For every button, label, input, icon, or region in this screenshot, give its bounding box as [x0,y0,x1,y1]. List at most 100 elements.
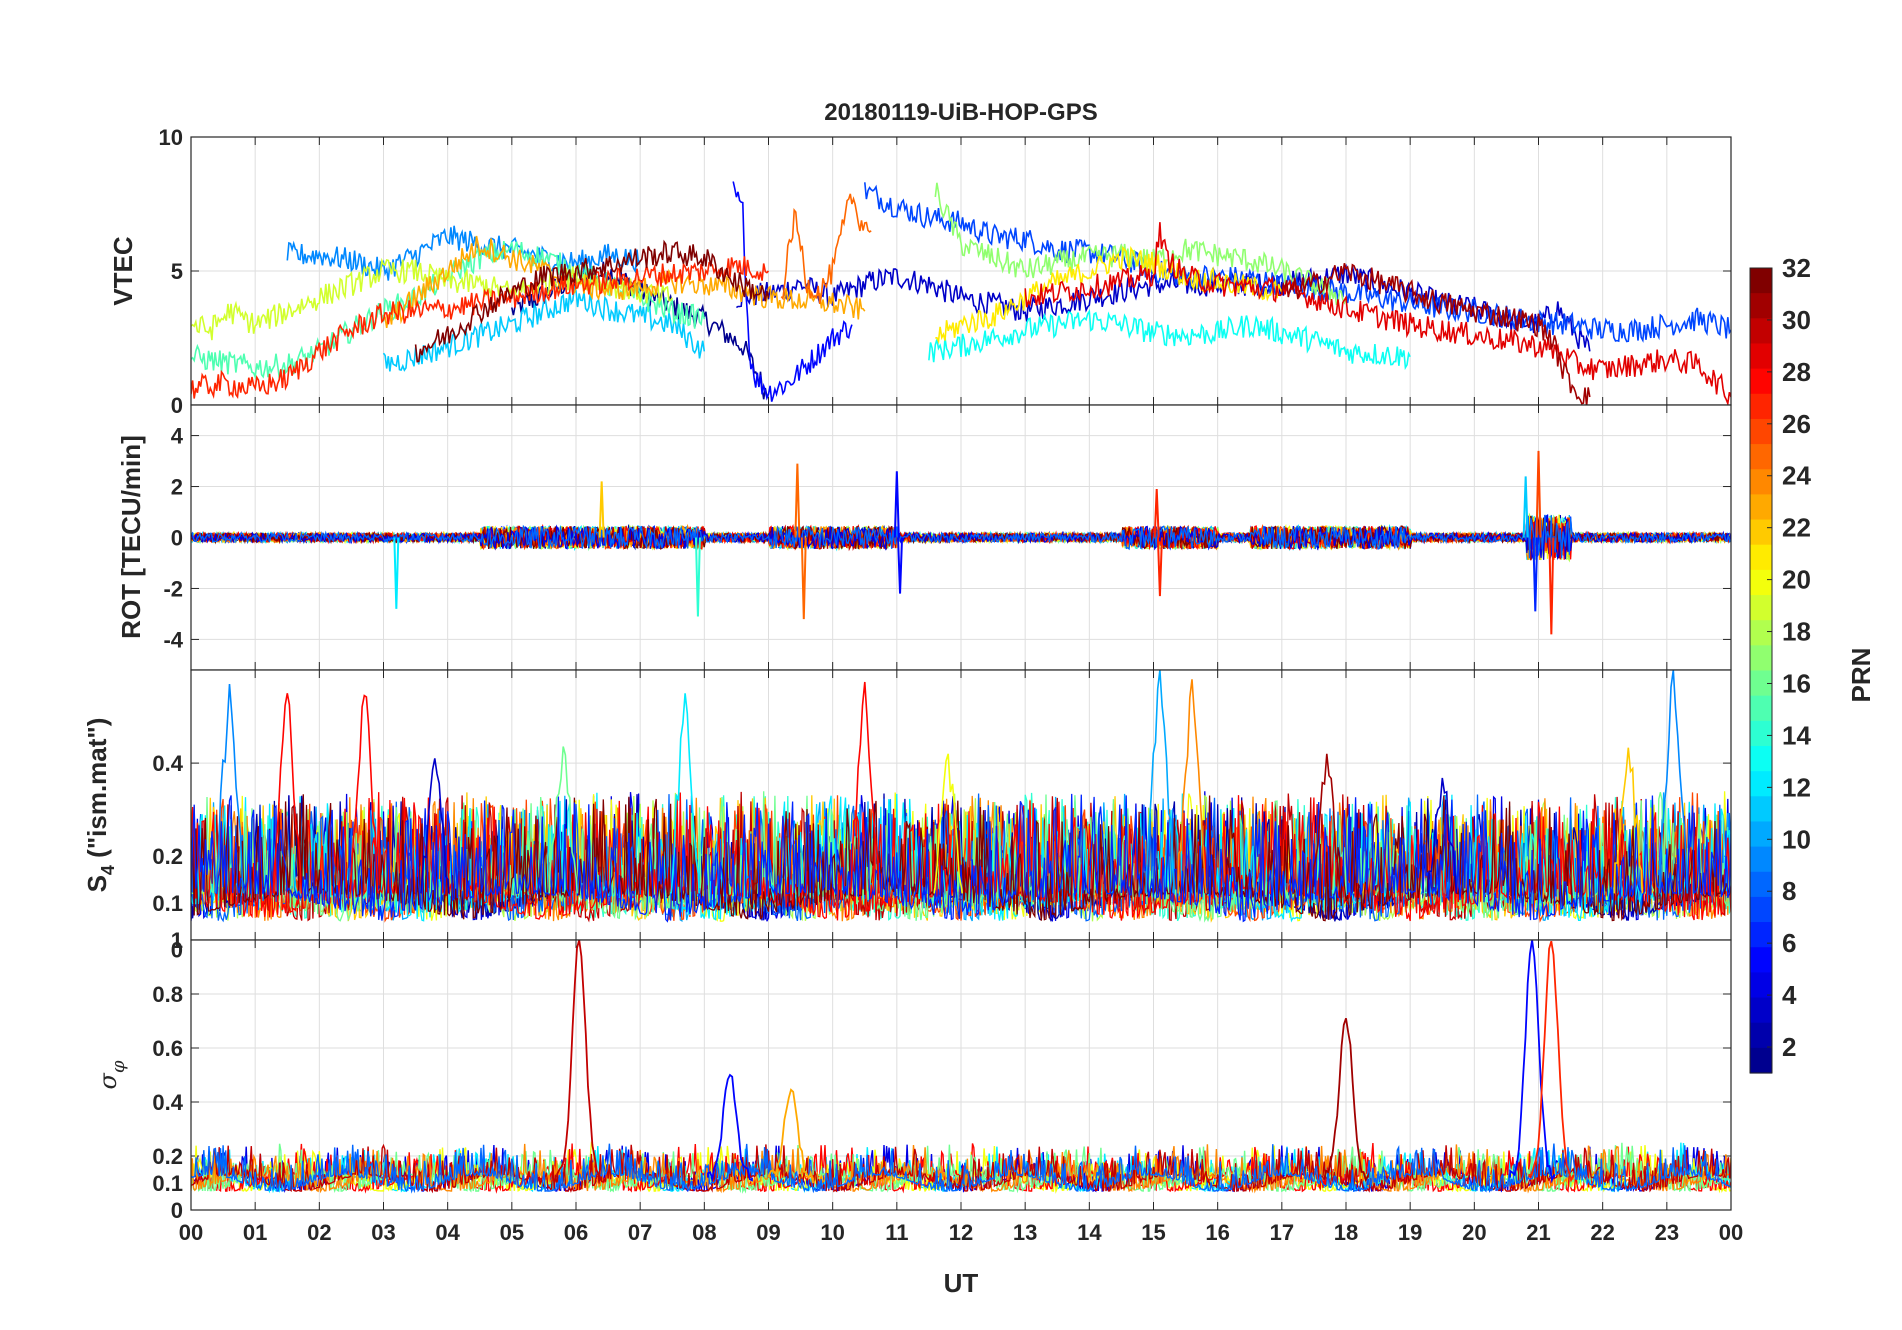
s4-y-label-main: S [82,875,112,892]
colorbar-tick-label: 2 [1782,1032,1796,1062]
colorbar-label: PRN [1846,648,1876,703]
x-tick-label: 01 [243,1220,267,1245]
colorbar-swatch [1750,670,1772,697]
colorbar-swatch [1750,645,1772,672]
rot-spike [1532,537,1539,612]
sigma-series-prn-8 [191,1143,1731,1194]
colorbar-swatch [1750,771,1772,797]
x-tick-label: 18 [1334,1220,1358,1245]
colorbar-swatch [1750,695,1772,722]
x-tick-label: 22 [1590,1220,1614,1245]
colorbar-tick-label: 28 [1782,357,1811,387]
colorbar-swatch [1750,922,1772,948]
colorbar-swatch [1750,494,1772,521]
colorbar-tick-label: 6 [1782,928,1796,958]
rot-spike [694,537,701,617]
x-tick-label: 00 [179,1220,203,1245]
colorbar-tick-label: 10 [1782,824,1811,854]
x-tick-label: 10 [820,1220,844,1245]
colorbar-swatch [1750,293,1772,319]
x-tick-label: 16 [1205,1220,1229,1245]
colorbar-tick-label: 12 [1782,772,1811,802]
s4-series-prn-32 [191,794,1731,922]
x-tick-label: 13 [1013,1220,1037,1245]
sigma_phi-y-tick-label: 0.4 [152,1090,183,1115]
colorbar-frame [1749,267,1773,1074]
x-tick-label: 19 [1398,1220,1422,1245]
s4-y-label: S4 ("ism.mat") [82,718,118,893]
colorbar-tick-label: 16 [1782,668,1811,698]
x-tick-label: 23 [1655,1220,1679,1245]
colorbar-swatch [1750,997,1772,1024]
x-axis-label: UT [944,1268,979,1298]
s4-peak [849,681,880,894]
s4-y-tick-label: 0.1 [152,891,183,916]
sigma_phi-y-tick-label: 0.8 [152,982,183,1007]
rot-y-label: ROT [TECU/min] [116,435,146,639]
rot-spike [1535,450,1542,538]
x-tick-label: 02 [307,1220,331,1245]
x-tick-label: 09 [756,1220,780,1245]
colorbar-swatch [1750,972,1772,999]
vtec-series-prn-29 [1024,222,1731,405]
rot-spike [897,537,904,594]
s4-peak [933,753,963,894]
rot-y-tick-label: 4 [171,424,184,449]
colorbar-swatch [1750,720,1772,747]
panel-rot: -4 -2 0 2 4 [163,404,1732,671]
colorbar-swatch [1750,871,1772,898]
colorbar-swatch [1750,368,1772,395]
colorbar-swatch [1750,821,1772,848]
panel-sigma_phi: 00.10.20.40.60.81 [152,928,1732,1223]
sigma_phi-y-tick-label: 0.6 [152,1036,183,1061]
sigma-peak [768,1088,814,1184]
sigma_phi-series [191,940,1731,1194]
rot-series-prn-8 [191,514,1731,560]
vtec-series-prn-27 [191,256,770,399]
vtec-series-prn-1 [511,261,769,400]
x-tick-label: 14 [1077,1220,1102,1245]
x-tick-label: 11 [885,1220,908,1245]
vtec-y-label: VTEC [108,236,138,306]
x-tick-label: 12 [949,1220,973,1245]
s4-peak [1613,747,1644,894]
sigma_phi-frame [190,939,1732,1211]
rot-spike [800,537,807,620]
x-tick-label: 08 [692,1220,716,1245]
vtec-series-prn-32 [414,239,770,363]
sigma-y-label-sub: φ [108,1060,129,1073]
x-tick-label: 04 [435,1220,460,1245]
rot-y-tick-label: 0 [171,526,183,551]
vtec-series-prn-17 [934,182,1347,306]
rot-spike [1522,476,1529,538]
vtec-series-prn-23 [382,235,866,329]
colorbar-tick-label: 20 [1782,565,1811,595]
colorbar-swatch [1750,318,1772,345]
vtec-y-tick-label: 10 [159,125,183,150]
colorbar-swatch [1750,1047,1772,1074]
colorbar-swatch [1750,343,1772,370]
colorbar-swatch [1750,846,1772,873]
vtec-y-tick-label: 0 [171,393,183,418]
sigma_phi-y-tick-label: 0 [171,1198,183,1223]
vtec-series-prn-13 [928,308,1411,371]
s4-peak [272,693,303,894]
sigma-peak [556,940,603,1182]
rot-spike [393,537,400,609]
s4-peak [1311,753,1342,898]
s4-peak [1658,670,1689,894]
colorbar-swatch [1750,620,1772,646]
s4-peak [214,683,245,894]
rot-series [191,450,1731,635]
colorbar-swatch [1750,569,1772,596]
s4-peak [1145,670,1175,894]
x-tick-label: 06 [564,1220,588,1245]
panel-vtec: 0 5 10 [159,125,1732,418]
rot-y-tick-label: 2 [171,475,183,500]
rot-spike [1153,489,1160,538]
colorbar-swatch [1750,745,1772,772]
s4-peak [420,758,450,894]
